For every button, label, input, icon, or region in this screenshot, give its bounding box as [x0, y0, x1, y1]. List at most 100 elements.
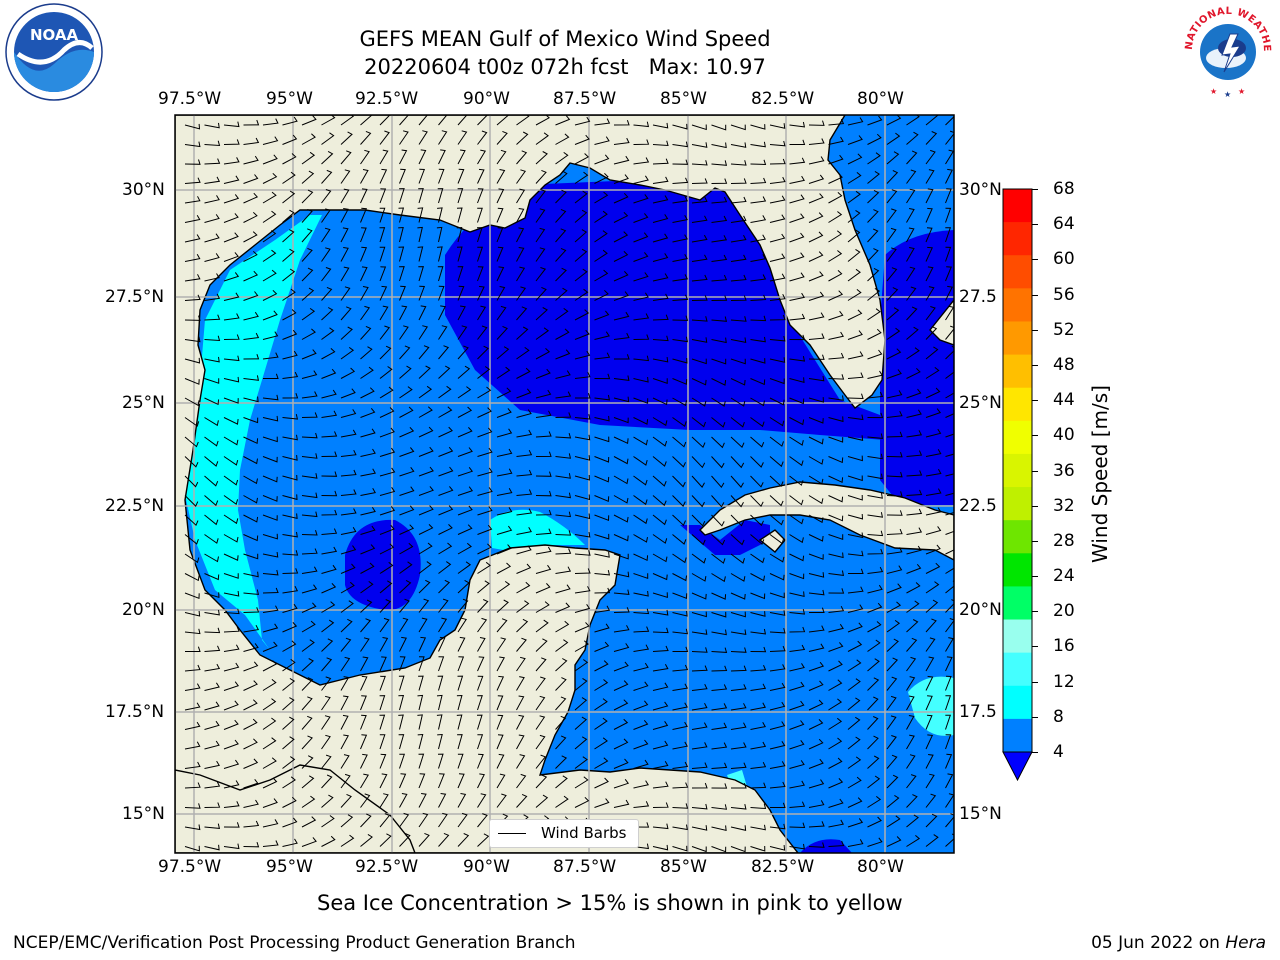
wind-barb [867, 189, 880, 204]
wind-barb [438, 466, 454, 477]
wind-barb [398, 675, 405, 691]
colorbar-tick: 28 [1053, 530, 1075, 551]
wind-barb [379, 168, 388, 184]
wind-barb [243, 643, 259, 652]
wind-barb [340, 326, 353, 340]
wind-barb [828, 588, 845, 594]
wind-barb [594, 660, 609, 672]
wind-barb [633, 719, 649, 730]
wind-barb [360, 793, 371, 808]
wind-barb [262, 737, 277, 750]
wind-barb [379, 266, 387, 282]
colorbar-segment [1003, 321, 1032, 356]
wind-barb [789, 760, 805, 769]
colorbar-segment [1003, 420, 1032, 455]
wind-barb [925, 408, 942, 418]
wind-barb [828, 310, 844, 321]
wind-barb [301, 170, 315, 184]
wind-barb [184, 141, 201, 148]
wind-barb [925, 675, 934, 691]
wind-barb [340, 754, 350, 769]
wind-barb [477, 188, 484, 204]
wind-barb [282, 622, 298, 633]
wind-barb [945, 753, 953, 769]
wind-barb [769, 682, 786, 691]
wind-barb [516, 734, 525, 750]
wind-barb [399, 773, 407, 789]
wind-barb [496, 266, 505, 282]
wind-barb [691, 803, 708, 810]
wind-barb [496, 618, 508, 633]
wind-barb [672, 475, 686, 488]
wind-barb [262, 495, 278, 502]
wind-barb [574, 134, 590, 145]
wind-barb [886, 695, 897, 711]
wind-barb [321, 695, 331, 711]
wind-barb [555, 715, 567, 730]
noaa-logo-text: NOAA [30, 26, 79, 44]
wind-barb [243, 456, 258, 465]
wind-barb [574, 513, 591, 520]
wind-barb [711, 762, 728, 769]
wind-barb [652, 335, 669, 342]
wind-barb [906, 286, 917, 301]
wind-barb [321, 564, 337, 574]
wind-barb [535, 451, 552, 457]
wind-barb [301, 287, 315, 301]
wind-barb [438, 130, 448, 145]
colorbar-tick: 40 [1053, 425, 1075, 446]
wind-barb [340, 469, 357, 477]
wind-barb [652, 573, 668, 581]
wind-barb [652, 314, 669, 321]
wind-barb [477, 599, 489, 613]
wind-barb [808, 779, 825, 789]
wind-barb [750, 592, 766, 600]
wind-barb [184, 664, 201, 672]
wind-barb [672, 592, 688, 600]
wind-barb [379, 506, 396, 516]
wind-barb [906, 754, 916, 769]
lat-tick-right: 17.5 [959, 702, 997, 722]
land-isla-juventud [758, 529, 786, 553]
wind-barb [184, 495, 199, 507]
wind-barb [769, 273, 786, 282]
wind-barb [789, 194, 805, 204]
wind-barb [828, 717, 843, 730]
wind-barb [925, 714, 933, 730]
wind-barb [555, 530, 572, 536]
colorbar-tick: 4 [1053, 742, 1064, 762]
wind-barb [769, 233, 786, 243]
wind-barb [594, 475, 610, 483]
wind-barb [808, 174, 825, 184]
wind-barb [691, 514, 706, 527]
wind-barb [438, 773, 445, 789]
wind-barb [652, 273, 669, 282]
wind-barb [184, 177, 201, 184]
wind-barb [457, 542, 472, 555]
wind-barb [594, 533, 610, 540]
wind-barb [750, 803, 767, 810]
wind-barb [204, 158, 221, 165]
wind-barb [906, 637, 918, 652]
wind-barb [477, 487, 493, 496]
wind-barb [321, 208, 331, 223]
wind-barb [496, 488, 513, 496]
colorbar-tick-mark [1032, 189, 1038, 190]
wind-barb [925, 449, 942, 457]
wind-barb [496, 408, 512, 418]
wind-barb [711, 160, 728, 166]
wind-barb [535, 169, 547, 184]
wind-barb [321, 601, 336, 613]
wind-barb [945, 115, 954, 126]
wind-barb [262, 777, 278, 789]
wind-barb [301, 735, 313, 750]
wind-barb [399, 561, 413, 574]
wind-barb [360, 407, 376, 418]
wind-barb [262, 415, 279, 422]
wind-barb [184, 436, 199, 448]
wind-barb [516, 773, 527, 789]
wind-barb [457, 486, 474, 496]
wind-barb [808, 397, 824, 403]
wind-barb [594, 269, 609, 282]
colorbar-tick: 8 [1053, 706, 1064, 727]
